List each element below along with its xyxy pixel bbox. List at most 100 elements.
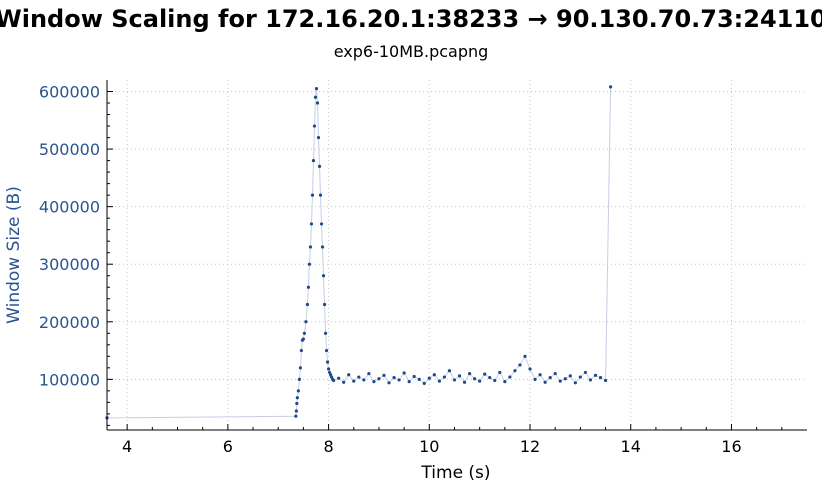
data-point [321, 274, 326, 278]
data-point [326, 367, 331, 371]
data-point [305, 302, 310, 307]
data-point [558, 379, 562, 383]
data-point [337, 376, 341, 380]
x-tick-label: 10 [419, 437, 439, 456]
data-point [316, 135, 321, 140]
data-point [397, 378, 401, 382]
data-point [538, 373, 542, 377]
data-point [603, 378, 608, 383]
data-point [302, 331, 307, 335]
data-point [319, 222, 324, 226]
data-point [543, 380, 547, 384]
data-point [387, 381, 391, 385]
data-point [488, 376, 492, 380]
data-point [377, 377, 381, 381]
y-tick-label: 100000 [39, 370, 100, 389]
data-point [308, 245, 313, 249]
data-point [417, 377, 421, 381]
y-axis-label: Window Size (B) [4, 186, 24, 324]
data-point [412, 374, 416, 379]
chart-subtitle: exp6-10MB.pcapng [334, 42, 489, 61]
y-tick-label: 300000 [39, 255, 100, 274]
x-axis-label: Time (s) [420, 463, 490, 483]
data-point [483, 372, 487, 376]
data-point [427, 376, 431, 380]
data-point [568, 374, 572, 378]
data-point [318, 193, 323, 197]
data-point [320, 245, 325, 249]
data-point [301, 337, 306, 341]
data-point [452, 378, 457, 382]
data-point [513, 369, 517, 373]
data-point [467, 371, 472, 376]
data-point [442, 375, 447, 379]
data-point [323, 331, 328, 335]
data-point [317, 164, 322, 168]
data-point [382, 373, 386, 377]
data-point [309, 222, 314, 226]
data-point [498, 370, 502, 375]
data-point [295, 401, 299, 406]
data-point [493, 378, 497, 383]
data-point [294, 409, 298, 413]
data-point [307, 262, 312, 266]
x-tick-label: 14 [621, 437, 641, 456]
x-tick-label: 4 [122, 437, 132, 456]
y-tick-label: 500000 [39, 140, 100, 159]
data-point [588, 378, 593, 382]
data-point [367, 371, 371, 376]
data-point [306, 285, 311, 289]
data-point [583, 370, 588, 375]
data-point [347, 373, 351, 377]
data-point [508, 375, 512, 379]
data-point [432, 373, 436, 377]
data-point [437, 379, 441, 383]
data-point [573, 381, 577, 385]
data-point [304, 320, 308, 324]
data-point [325, 360, 330, 364]
data-point [324, 348, 329, 353]
series-connector [106, 86, 612, 419]
data-points [105, 85, 613, 420]
data-point [503, 380, 507, 384]
data-point [402, 371, 406, 375]
data-point [296, 389, 300, 393]
data-point [297, 377, 301, 381]
data-point [362, 378, 366, 382]
data-point [473, 377, 477, 381]
data-point [422, 381, 426, 385]
x-tick-label: 12 [520, 437, 540, 456]
data-point [342, 380, 346, 384]
data-point [313, 95, 318, 99]
x-ticks: 4 6 8 10 12 14 16 [122, 424, 783, 456]
data-point [553, 371, 557, 376]
series-line [106, 86, 612, 419]
data-point [518, 363, 522, 367]
data-point [357, 375, 361, 379]
data-point [407, 380, 411, 384]
x-tick-label: 8 [323, 437, 333, 456]
data-point [332, 378, 336, 383]
data-point [523, 354, 527, 358]
data-point [457, 374, 462, 378]
data-point [578, 375, 582, 379]
y-tick-label: 600000 [39, 83, 100, 102]
grid [107, 80, 807, 430]
data-point [608, 85, 613, 89]
axes [106, 80, 807, 431]
data-point [295, 396, 299, 400]
data-point [310, 193, 315, 197]
data-point [352, 379, 356, 383]
data-point [528, 367, 532, 371]
data-point [598, 376, 603, 380]
data-point [294, 414, 298, 418]
data-point [478, 379, 482, 383]
data-point [392, 376, 396, 380]
data-point [312, 124, 317, 128]
data-point [563, 377, 567, 381]
data-point [548, 376, 552, 380]
data-point [311, 158, 316, 163]
data-point [593, 373, 598, 377]
x-tick-label: 16 [721, 437, 741, 456]
